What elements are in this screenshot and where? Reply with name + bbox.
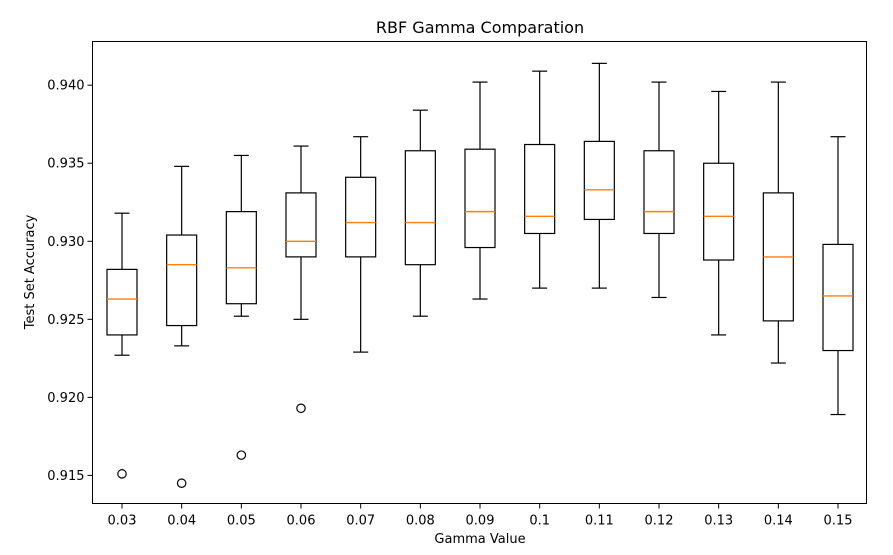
x-tick-label: 0.15	[824, 514, 853, 529]
x-tick-label: 0.07	[346, 514, 375, 529]
x-tick-label: 0.11	[585, 514, 614, 529]
box-iqr	[225, 211, 257, 305]
x-tick-label: 0.04	[167, 514, 196, 529]
plot-area: 0.915 0.920 0.925 0.930 0.935 0.940 0.03 0.04 0.…	[47, 62, 854, 529]
chart-title: RBF Gamma Comparation	[376, 18, 584, 37]
outlier-point	[176, 478, 187, 489]
x-axis-label: Gamma Value	[434, 532, 525, 547]
outlier-point	[296, 403, 306, 414]
x-tick-label: 0.14	[764, 514, 793, 529]
y-tick-label: 0.925	[47, 313, 84, 328]
box-iqr	[404, 150, 436, 266]
box-iqr	[166, 234, 198, 327]
y-tick-label: 0.915	[47, 469, 84, 484]
x-tick-label: 0.13	[704, 514, 733, 529]
x-tick-label: 0.09	[466, 514, 495, 529]
box-iqr	[583, 140, 615, 221]
y-tick-label: 0.940	[47, 79, 84, 94]
outlier-point	[236, 450, 247, 460]
box-iqr	[643, 150, 675, 235]
plot-frame	[92, 41, 867, 504]
x-tick-label: 0.05	[227, 514, 256, 529]
outlier-point	[117, 469, 127, 479]
box-iqr	[345, 176, 377, 258]
box-iqr	[524, 143, 556, 235]
box-iqr	[703, 162, 735, 261]
box-iqr	[106, 268, 138, 336]
y-axis-label: Test Set Accuracy	[23, 214, 38, 330]
x-tick-label: 0.12	[645, 514, 674, 529]
box-iqr	[285, 192, 317, 258]
x-tick-label: 0.1	[529, 514, 550, 529]
x-tick-label: 0.06	[287, 514, 316, 529]
y-tick-label: 0.920	[47, 391, 84, 406]
box-iqr	[822, 243, 854, 352]
x-tick-label: 0.08	[406, 514, 435, 529]
x-tick-label: 0.03	[108, 514, 137, 529]
y-tick-label: 0.930	[47, 235, 84, 250]
y-tick-label: 0.935	[47, 157, 84, 172]
box-iqr	[464, 148, 496, 249]
